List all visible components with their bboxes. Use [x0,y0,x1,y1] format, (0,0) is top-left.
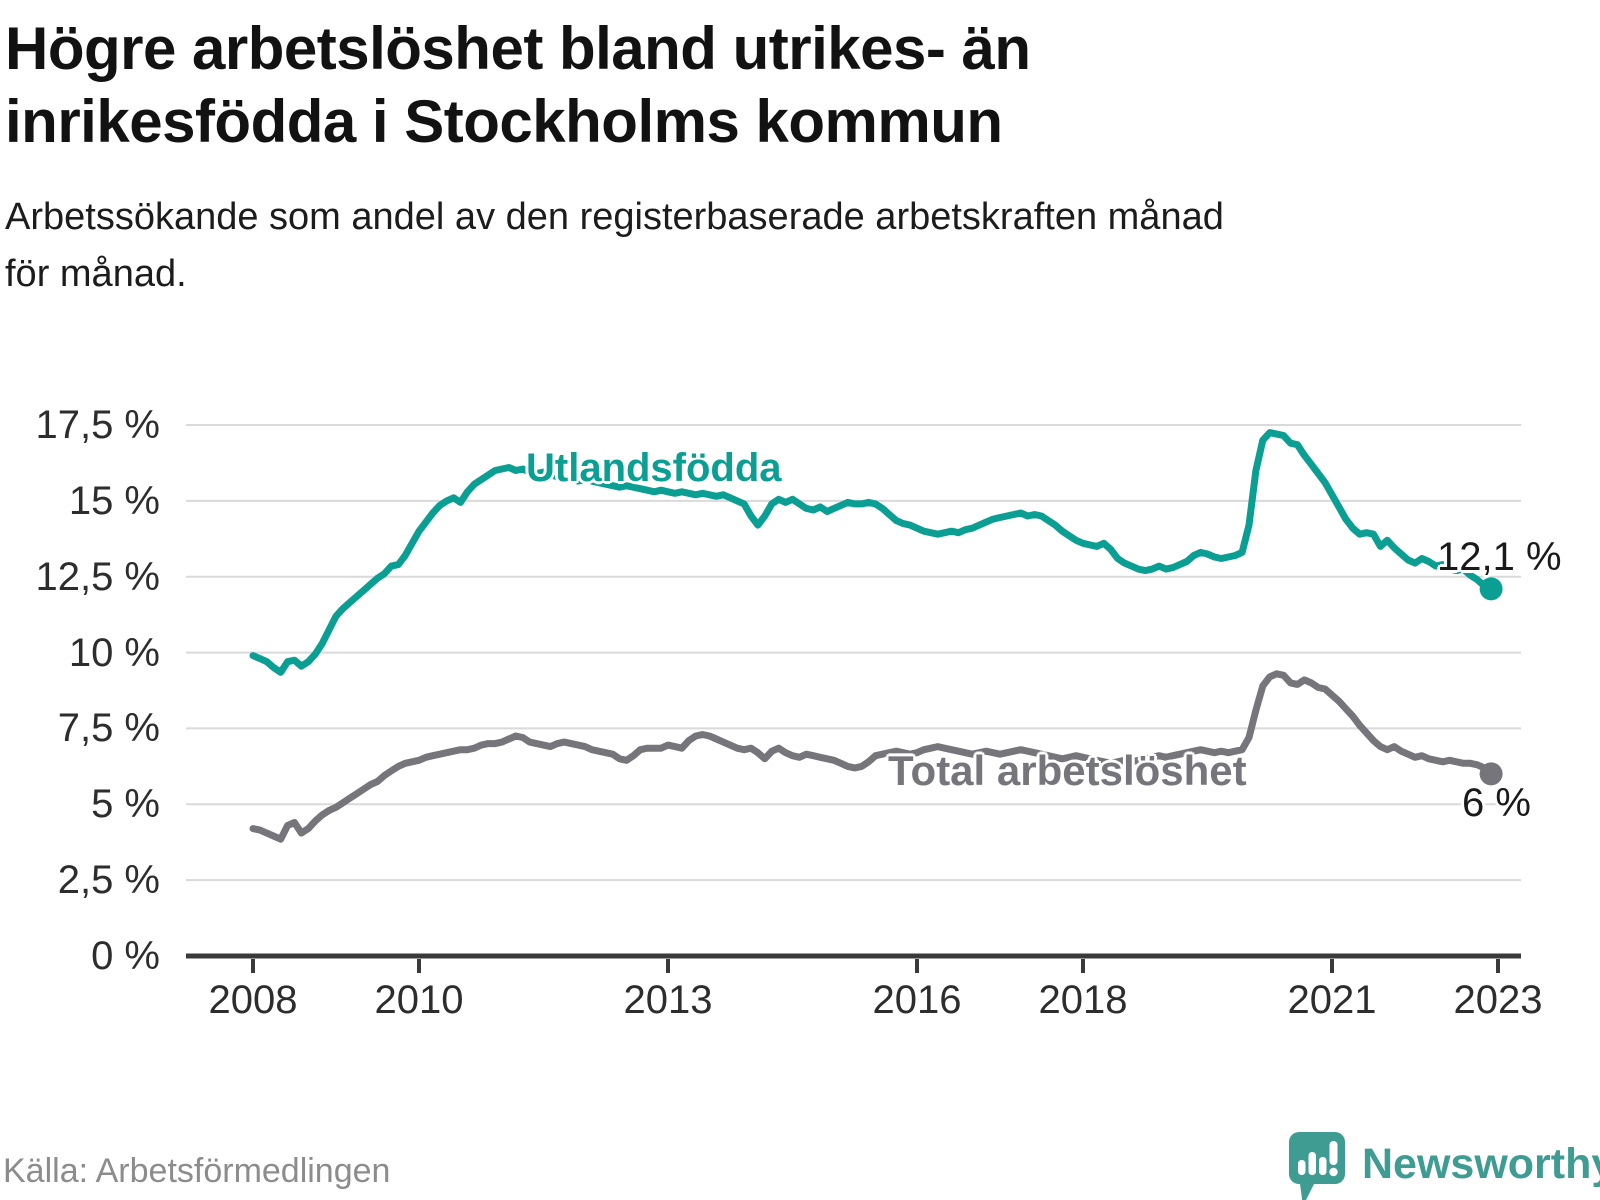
page-subtitle: Arbetssökande som andel av den registerb… [5,196,1224,295]
y-axis-tick-label: 10 % [68,630,160,675]
x-axis-tick-label: 2021 [1287,978,1377,1022]
x-axis-tick-label: 2018 [1038,978,1128,1022]
x-axis-tick-label: 2008 [208,978,298,1022]
brand-name: Newsworthy [1362,1140,1600,1188]
y-axis-tick-label: 17,5 % [35,403,160,447]
end-value-label-total: 6 % [1462,781,1531,825]
x-axis-tick-label: 2016 [872,978,962,1022]
y-axis-tick-label: 5 % [91,782,160,827]
y-axis-tick-label: 0 % [91,934,160,978]
y-axis-tick-label: 12,5 % [35,554,160,599]
brand-logo: Newsworthy [1286,1130,1600,1200]
x-axis-tick-label: 2023 [1453,978,1543,1022]
end-value-label-utlandsfodda: 12,1 % [1437,535,1562,579]
y-axis-tick-label: 2,5 % [57,858,160,903]
x-axis-tick-label: 2013 [623,978,713,1022]
series-label-total-arbetsloshet: Total arbetslöshet [888,747,1247,794]
speech-bubble-shape [1289,1132,1345,1200]
newsworthy-speech-bubble-icon [1289,1132,1345,1200]
y-axis-tick-label: 7,5 % [57,706,160,751]
y-axis-tick-label: 15 % [68,478,160,523]
source-note: Källa: Arbetsförmedlingen [3,1152,391,1190]
x-axis-tick-label: 2010 [374,978,464,1022]
series-label-utlandsfodda: Utlandsfödda [526,446,782,490]
page-title: Högre arbetslöshet bland utrikes- än inr… [5,15,1031,155]
